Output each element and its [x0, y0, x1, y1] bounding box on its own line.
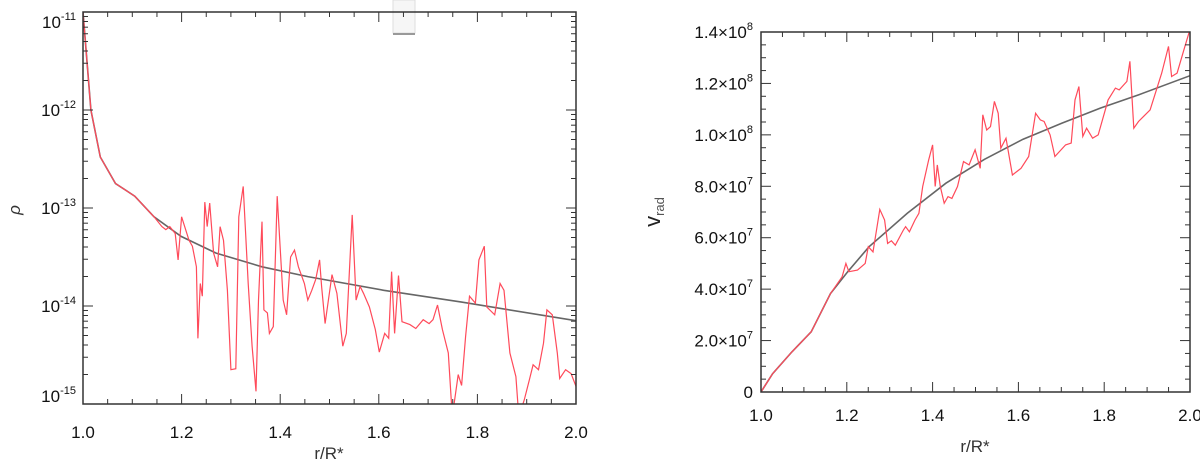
y-tick-label: 4.0×107 — [694, 278, 753, 299]
y-tick-mantissa: 2.0×10 — [694, 332, 746, 351]
y-axis-title: ρ — [5, 205, 24, 216]
x-tick-label: 2.0 — [1178, 406, 1200, 425]
y-tick-label: 1.4×108 — [694, 21, 753, 42]
ui-tab-artifact — [392, 0, 416, 35]
x-tick-label: 1.6 — [367, 423, 391, 442]
y-tick-mantissa: 8.0×10 — [694, 177, 746, 196]
y-tick-label: 10-14 — [41, 295, 76, 316]
y-tick-label: 10-12 — [41, 99, 76, 120]
y-tick-exponent: 7 — [747, 278, 753, 290]
series-model-line — [761, 74, 1190, 392]
y-tick-label: 10-13 — [41, 197, 76, 218]
x-tick-label: 1.8 — [466, 423, 490, 442]
x-tick-label: 1.4 — [921, 406, 945, 425]
y-tick-exponent: 7 — [747, 175, 753, 187]
y-tick-mantissa: 1.4×10 — [694, 23, 746, 42]
y-tick-base: 10 — [42, 13, 61, 32]
y-tick-base: 10 — [41, 297, 60, 316]
y-tick-mantissa: 0 — [744, 383, 753, 402]
x-tick-label: 1.6 — [1007, 406, 1031, 425]
x-axis-title: r/R* — [314, 444, 344, 461]
x-tick-label: 1.0 — [71, 423, 95, 442]
y-tick-exponent: 7 — [747, 330, 753, 342]
y-tick-label: 10-15 — [41, 385, 76, 406]
series-model-line — [83, 12, 576, 322]
y-tick-mantissa: 6.0×10 — [694, 229, 746, 248]
y-tick-label: 2.0×107 — [694, 330, 753, 351]
series-simulation-line — [83, 12, 576, 404]
x-tick-label: 1.4 — [268, 423, 292, 442]
x-axis-title: r/R* — [960, 437, 990, 456]
y-tick-exponent: -14 — [60, 295, 76, 307]
x-tick-label: 1.2 — [835, 406, 859, 425]
y-tick-label: 6.0×107 — [694, 227, 753, 248]
density-plot: 1.0 1.2 1.4 1.6 1.8 2.010-1110-1210-1310-1410… — [5, 11, 588, 461]
y-axis-title: vrad — [640, 197, 667, 227]
y-tick-mantissa: 4.0×10 — [694, 280, 746, 299]
y-tick-label: 8.0×107 — [694, 175, 753, 196]
y-tick-exponent: 8 — [747, 72, 753, 84]
x-tick-label: 1.0 — [749, 406, 773, 425]
series-simulation-line — [761, 32, 1190, 392]
y-tick-label: 10-11 — [42, 11, 76, 32]
y-tick-base: 10 — [41, 199, 60, 218]
velocity-plot: 1.0 1.2 1.4 1.6 1.8 2.002.0×1074.0×1076.0×107… — [640, 21, 1200, 456]
y-tick-exponent: 8 — [747, 21, 753, 33]
y-tick-label: 1.2×108 — [694, 72, 753, 93]
y-tick-exponent: -12 — [60, 99, 76, 111]
y-tick-mantissa: 1.0×10 — [694, 126, 746, 145]
y-tick-mantissa: 1.2×10 — [694, 74, 746, 93]
x-tick-label: 2.0 — [564, 423, 588, 442]
y-tick-exponent: 7 — [747, 227, 753, 239]
y-tick-exponent: -11 — [61, 11, 76, 23]
y-tick-exponent: -15 — [60, 385, 76, 397]
y-axis-title-subscript: rad — [652, 197, 667, 216]
y-tick-base: 10 — [41, 387, 60, 406]
x-tick-label: 1.2 — [170, 423, 194, 442]
y-tick-exponent: -13 — [60, 197, 76, 209]
y-tick-exponent: 8 — [747, 124, 753, 136]
y-tick-base: 10 — [41, 101, 60, 120]
plot-frame — [82, 11, 577, 405]
y-axis-title-main: v — [640, 216, 665, 227]
y-tick-label: 0 — [744, 383, 753, 402]
x-tick-label: 1.8 — [1092, 406, 1116, 425]
plot-frame — [760, 31, 1191, 393]
y-tick-label: 1.0×108 — [694, 124, 753, 145]
